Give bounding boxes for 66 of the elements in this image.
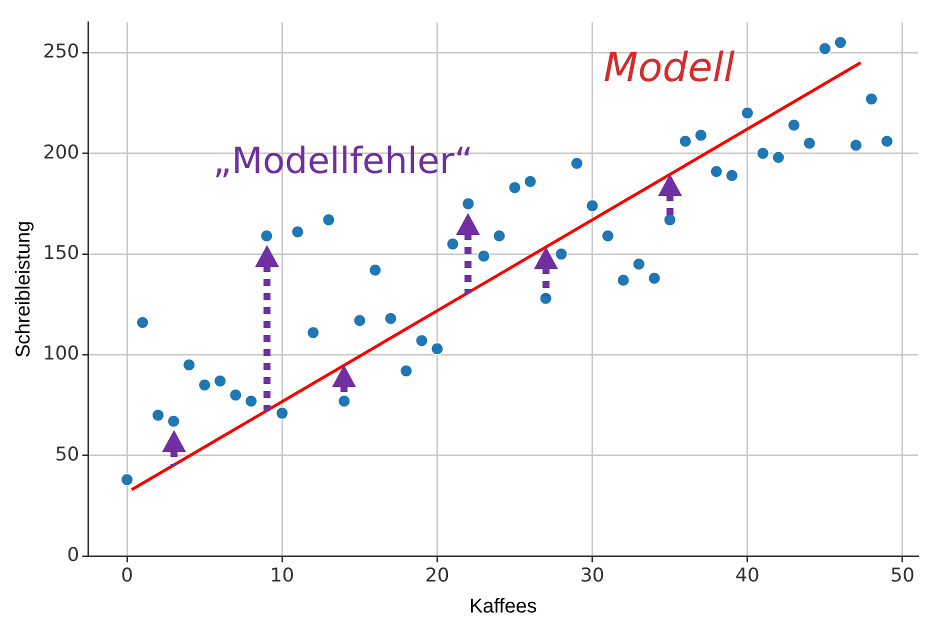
point: [849, 138, 862, 152]
point: [818, 42, 832, 56]
point: [834, 36, 847, 50]
point: [430, 342, 444, 356]
point: [260, 229, 274, 242]
point: [353, 314, 366, 328]
point: [152, 408, 165, 422]
point: [276, 406, 289, 420]
point: [663, 213, 676, 226]
point: [214, 374, 227, 388]
x-tick-label: 50: [890, 564, 915, 587]
point: [616, 274, 630, 287]
point: [384, 312, 398, 326]
point: [864, 92, 878, 106]
x-tick-label: 0: [120, 564, 134, 587]
annotation: „Modellfehler“: [213, 141, 473, 182]
point: [291, 225, 304, 238]
x-tick-label: 10: [270, 564, 294, 587]
point: [244, 394, 258, 408]
point: [725, 168, 738, 182]
point: [524, 175, 537, 188]
point: [492, 229, 506, 242]
y-tick-label: 0: [67, 544, 80, 566]
point: [880, 134, 894, 148]
point: [338, 394, 351, 408]
point: [477, 250, 490, 263]
point: [601, 229, 614, 242]
point: [694, 128, 708, 142]
point: [539, 292, 552, 305]
point: [198, 378, 212, 392]
y-tick-label: 50: [55, 443, 80, 466]
point: [462, 197, 475, 210]
point: [400, 364, 413, 378]
point: [710, 164, 723, 178]
point: [136, 316, 150, 330]
annotation: Modell: [603, 44, 735, 91]
point: [570, 156, 584, 170]
point: [167, 414, 180, 428]
point: [632, 258, 646, 271]
point: [306, 326, 320, 340]
point: [802, 136, 816, 150]
point: [554, 248, 568, 261]
point: [648, 272, 661, 285]
point: [322, 213, 336, 226]
point: [120, 473, 134, 486]
y-tick-label: 250: [43, 40, 80, 63]
point: [415, 334, 428, 348]
point: [229, 388, 242, 402]
point: [756, 146, 770, 160]
y-tick-label: 200: [43, 141, 80, 164]
point: [508, 181, 522, 194]
x-tick-label: 30: [580, 564, 604, 587]
x-tick-label: 20: [425, 564, 450, 587]
point: [678, 134, 692, 148]
point: [182, 358, 196, 372]
y-axis-title: Schreibleistung: [12, 220, 35, 358]
x-axis-title: Kaffees: [469, 596, 537, 618]
point: [772, 150, 785, 164]
point: [446, 237, 460, 250]
point: [368, 264, 382, 277]
y-tick-label: 100: [43, 342, 80, 365]
y-tick-label: 150: [43, 242, 80, 264]
point: [586, 199, 599, 212]
x-tick-label: 40: [735, 564, 760, 587]
point: [740, 106, 754, 120]
point: [787, 118, 800, 132]
